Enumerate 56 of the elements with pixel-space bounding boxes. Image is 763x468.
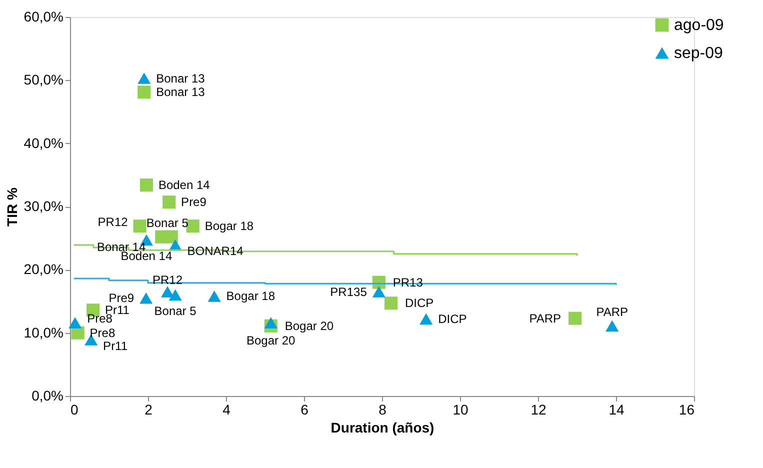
data-label: PARP <box>596 304 628 319</box>
data-label: Boden 14 <box>158 178 210 192</box>
data-label: Pre9 <box>181 195 207 210</box>
point <box>168 289 182 301</box>
legend-label: ago-09 <box>674 17 724 34</box>
data-label: Bonar 5 <box>154 304 197 318</box>
point <box>68 317 82 328</box>
data-label: PR12 <box>98 215 128 230</box>
data-label: Bogar 18 <box>226 289 276 304</box>
data-label: Pre9 <box>108 291 134 306</box>
data-label: Pre8 <box>90 326 116 340</box>
point <box>138 86 151 99</box>
point <box>186 220 200 233</box>
point <box>264 317 278 328</box>
x-axis-title: Duration (años) <box>330 420 434 436</box>
data-label: Bogar 18 <box>204 219 254 234</box>
data-label: Bogar 20 <box>284 318 334 333</box>
data-label: PARP <box>529 311 562 326</box>
legend-label: sep-09 <box>674 45 724 62</box>
point <box>208 290 221 302</box>
point <box>162 196 176 209</box>
data-label: PR135 <box>330 284 368 299</box>
y-axis-title: TIR % <box>4 187 20 226</box>
x-tick-label: 12 <box>530 402 546 418</box>
point <box>420 313 433 325</box>
point <box>568 312 582 325</box>
x-tick-label: 2 <box>144 402 153 418</box>
point <box>164 230 178 244</box>
y-tick-label: 10,0% <box>24 324 64 340</box>
point <box>384 296 398 310</box>
data-label: DICP <box>438 312 467 326</box>
point <box>133 220 146 233</box>
data-label: DICP <box>404 296 434 310</box>
x-tick-label: 4 <box>222 402 231 418</box>
y-tick-label: 60,0% <box>24 8 64 24</box>
data-label: Bonar 13 <box>156 85 206 100</box>
y-tick-label: 20,0% <box>24 261 64 278</box>
point <box>160 286 174 298</box>
x-tick-label: 0 <box>70 402 78 418</box>
y-tick-label: 0,0% <box>32 388 64 404</box>
y-tick-label: 40,0% <box>24 134 64 151</box>
point <box>606 320 619 332</box>
x-tick-label: 8 <box>378 402 387 418</box>
point <box>140 292 153 304</box>
y-tick-label: 50,0% <box>24 72 64 88</box>
data-label: Bonar 13 <box>156 71 206 86</box>
point <box>138 72 151 84</box>
x-tick-label: 10 <box>452 402 468 418</box>
x-tick-label: 6 <box>300 402 309 418</box>
data-label: Pr11 <box>103 338 128 353</box>
point <box>140 178 153 192</box>
data-label: Bogar 20 <box>246 334 296 348</box>
x-tick-label: 14 <box>608 402 624 418</box>
point <box>372 286 386 298</box>
y-tick-label: 30,0% <box>24 198 64 214</box>
x-tick-label: 16 <box>678 402 695 418</box>
